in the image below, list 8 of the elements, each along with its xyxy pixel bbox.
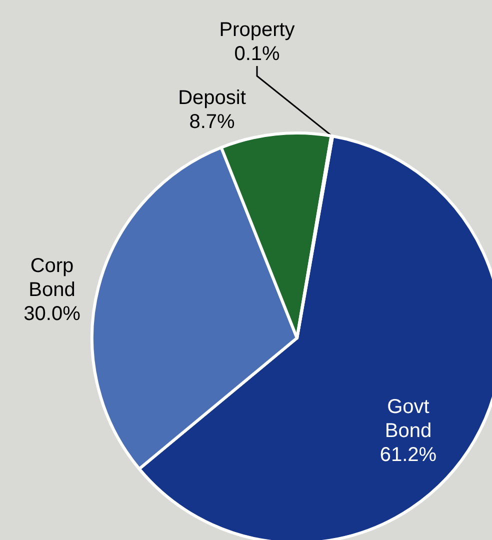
data-label: 8.7% bbox=[189, 111, 236, 133]
slice-label: Corp Bond bbox=[28, 255, 76, 301]
slice-label: Govt Bond bbox=[384, 396, 432, 442]
slice-label: Property bbox=[219, 19, 295, 41]
data-label: 30.0% bbox=[24, 303, 81, 325]
data-label: 0.1% bbox=[234, 43, 280, 65]
data-label: 61.2% bbox=[380, 444, 437, 466]
slice-label: Deposit bbox=[178, 87, 246, 109]
